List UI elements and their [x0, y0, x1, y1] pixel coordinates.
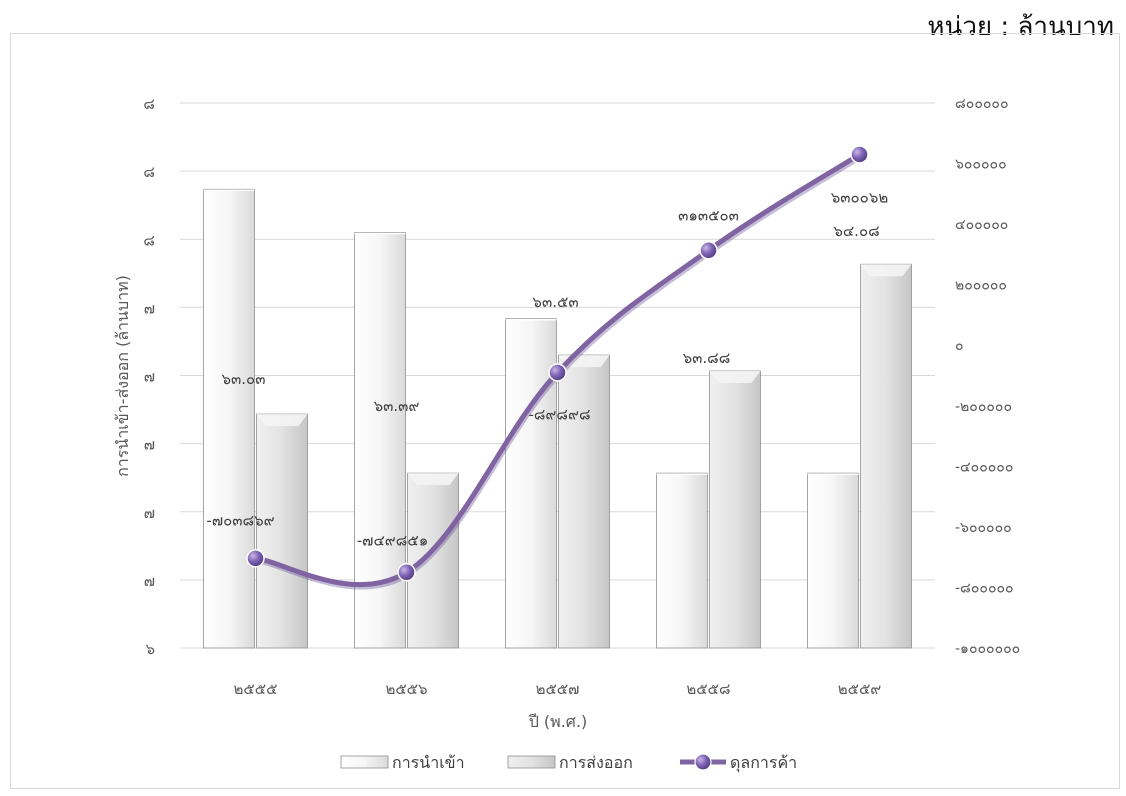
balance-marker	[246, 549, 265, 568]
right-tick-label: ๐	[955, 338, 964, 354]
x-tick-label: ๒๕๕๘	[686, 680, 730, 698]
legend-export-swatch	[507, 755, 556, 769]
unit-label: หน่วย : ล้านบาท	[927, 12, 1114, 42]
export-data-label: ๖๓.๐๓	[222, 370, 266, 388]
x-tick-label: ๒๕๕๗	[536, 680, 580, 698]
balance-data-label: ๖๓๐๐๖๒	[831, 188, 889, 206]
left-tick-label: ๗	[144, 436, 155, 454]
export-bar	[256, 413, 308, 649]
right-tick-label: -๔๐๐๐๐๐	[955, 459, 1013, 475]
right-tick-label: ๘๐๐๐๐๐	[955, 96, 1009, 112]
export-bar	[558, 354, 610, 649]
balance-data-label: ๓๑๓๕๐๓	[678, 206, 739, 224]
x-tick-label: ๒๕๕๙	[838, 680, 882, 698]
balance-data-label: -๘๙๘๙๘	[528, 405, 590, 423]
x-tick-label: ๒๕๕๖	[385, 680, 427, 698]
export-data-label: ๖๓.๓๙	[374, 397, 420, 415]
balance-data-label: -๗๐๓๘๖๙	[206, 511, 274, 529]
left-tick-label: ๘	[143, 163, 155, 181]
import-bar	[807, 472, 859, 649]
import-bar	[505, 318, 557, 649]
legend-balance-label: ดุลการค้า	[730, 753, 797, 773]
balance-marker	[699, 241, 718, 260]
legend-import-label: การนำเข้า	[392, 753, 465, 772]
export-data-label: ๖๔.๐๘	[833, 222, 879, 240]
x-axis-title: ปี (พ.ศ.)	[528, 712, 587, 731]
right-tick-label: ๖๐๐๐๐๐	[955, 157, 1007, 173]
export-bar-bevel	[407, 473, 459, 486]
export-bar-bevel	[860, 264, 912, 277]
export-bar	[407, 472, 459, 649]
import-bar	[656, 472, 708, 649]
legend-balance-marker	[694, 753, 712, 771]
export-bar-bevel	[256, 414, 308, 427]
right-tick-label: -๑๐๐๐๐๐๐	[955, 641, 1020, 657]
chart-frame	[10, 33, 1120, 789]
left-tick-label: ๖	[145, 640, 155, 658]
export-bar	[709, 370, 761, 649]
right-tick-label: -๒๐๐๐๐๐	[955, 399, 1012, 415]
export-bar-bevel	[709, 370, 761, 383]
x-tick-label: ๒๕๕๕	[234, 680, 278, 698]
left-tick-label: ๘	[143, 95, 155, 113]
left-tick-label: ๘	[143, 231, 155, 249]
left-tick-label: ๗	[144, 368, 155, 386]
export-data-label: ๖๓.๕๓	[532, 293, 578, 311]
balance-data-label: -๗๔๙๘๕๑	[357, 531, 428, 549]
right-tick-label: -๖๐๐๐๐๐	[955, 520, 1012, 536]
right-tick-label: -๘๐๐๐๐๐	[955, 580, 1014, 596]
import-bar	[203, 188, 255, 649]
y-axis-title: การนำเข้า-ส่งออก (ล้านบาท)	[113, 275, 132, 477]
legend-export-label: การส่งออก	[559, 753, 633, 772]
left-tick-label: ๗	[144, 299, 155, 317]
export-bar	[860, 263, 912, 649]
export-data-label: ๖๓.๘๘	[683, 349, 731, 367]
balance-marker	[397, 563, 416, 582]
legend-import-swatch	[340, 755, 389, 769]
left-tick-label: ๗	[144, 504, 155, 522]
balance-marker	[850, 145, 869, 164]
balance-marker	[548, 363, 567, 382]
left-tick-label: ๗	[144, 572, 155, 590]
right-tick-label: ๔๐๐๐๐๐	[955, 217, 1008, 233]
right-tick-label: ๒๐๐๐๐๐	[955, 278, 1007, 294]
